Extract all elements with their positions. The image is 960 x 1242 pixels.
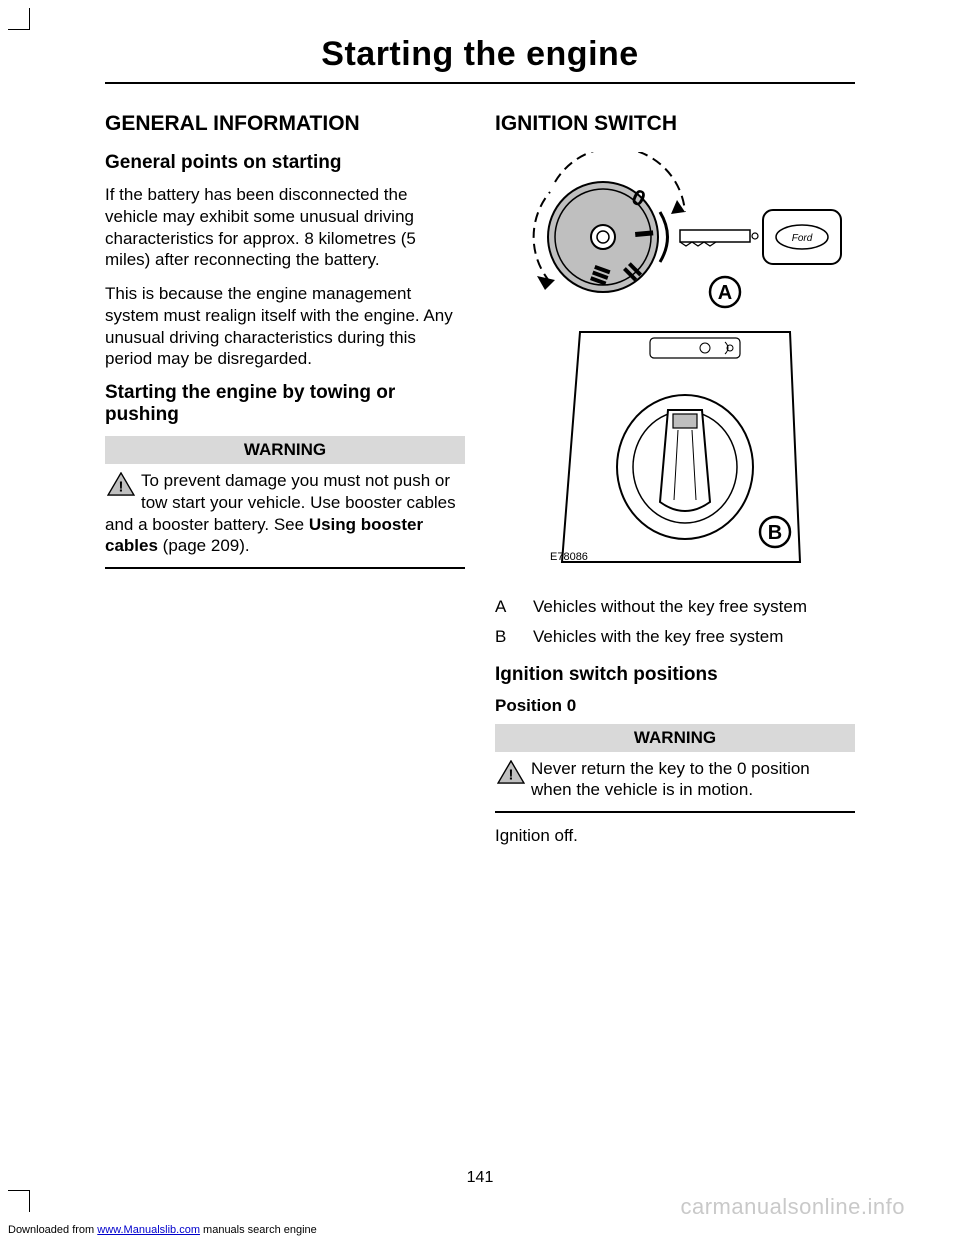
warning-body-post: (page 209). [158, 536, 250, 555]
subheading-towing-pushing: Starting the engine by towing or pushing [105, 382, 465, 426]
legend-text: Vehicles with the key free system [533, 626, 855, 648]
svg-text:A: A [718, 282, 732, 304]
illustration-id: E78086 [550, 551, 588, 563]
section-heading-ignition-switch: IGNITION SWITCH [495, 112, 855, 136]
crop-mark-bottom-left [8, 1190, 30, 1212]
chapter-title: Starting the engine [105, 35, 855, 82]
warning-text: ! Never return the key to the 0 position… [495, 752, 855, 802]
watermark: carmanualsonline.info [680, 1194, 905, 1220]
warning-triangle-icon: ! [107, 472, 135, 496]
legend-row: A Vehicles without the key free system [495, 596, 855, 618]
warning-box: WARNING ! To prevent damage you must not… [105, 436, 465, 569]
subheading-general-points: General points on starting [105, 152, 465, 174]
right-column: IGNITION SWITCH 0 [495, 112, 855, 859]
subheading-position-0: Position 0 [495, 696, 855, 716]
section-heading-general-info: GENERAL INFORMATION [105, 112, 465, 136]
ignition-switch-illustration: 0 Ford A [495, 152, 855, 582]
warning-triangle-icon: ! [497, 760, 525, 784]
page-number: 141 [0, 1169, 960, 1187]
paragraph: Ignition off. [495, 825, 855, 847]
svg-text:!: ! [119, 479, 124, 495]
download-link[interactable]: www.Manualslib.com [97, 1224, 200, 1236]
warning-banner: WARNING [105, 436, 465, 464]
subheading-switch-positions: Ignition switch positions [495, 664, 855, 686]
download-pre: Downloaded from [8, 1224, 97, 1236]
paragraph: If the battery has been disconnected the… [105, 184, 465, 271]
paragraph: This is because the engine management sy… [105, 283, 465, 370]
title-rule [105, 82, 855, 84]
page-content: Starting the engine GENERAL INFORMATION … [105, 35, 855, 859]
left-column: GENERAL INFORMATION General points on st… [105, 112, 465, 859]
legend-key: B [495, 626, 515, 648]
two-column-layout: GENERAL INFORMATION General points on st… [105, 112, 855, 859]
download-post: manuals search engine [200, 1224, 317, 1236]
download-footer: Downloaded from www.Manualslib.com manua… [8, 1224, 317, 1236]
svg-text:!: ! [509, 767, 514, 783]
warning-banner: WARNING [495, 724, 855, 752]
legend-key: A [495, 596, 515, 618]
crop-mark-top-left [8, 8, 30, 30]
svg-text:Ford: Ford [792, 233, 813, 244]
warning-text: ! To prevent damage you must not push or… [105, 464, 465, 557]
warning-body: Never return the key to the 0 position w… [531, 759, 810, 800]
legend-row: B Vehicles with the key free system [495, 626, 855, 648]
svg-text:B: B [768, 522, 782, 544]
legend-text: Vehicles without the key free system [533, 596, 855, 618]
warning-box: WARNING ! Never return the key to the 0 … [495, 724, 855, 814]
